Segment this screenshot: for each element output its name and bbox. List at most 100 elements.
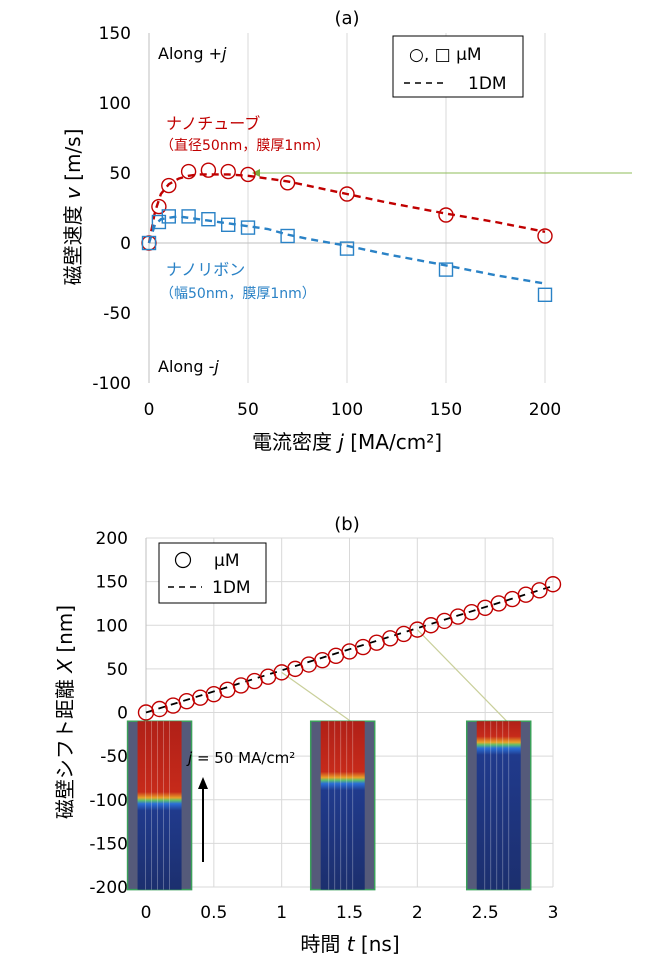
- inset-wire: [137, 721, 182, 890]
- data-point: [178, 692, 195, 710]
- nanoribbon-point: [280, 228, 295, 244]
- x-axis-title: 電流密度 j [MA/cm²]: [252, 430, 442, 454]
- data-point: [436, 612, 453, 630]
- nanoribbon-spec: （幅50nm，膜厚1nm）: [160, 286, 316, 302]
- legend-a: ○, □ μM 1DM: [392, 35, 524, 98]
- x-tick-label: 2.5: [472, 903, 499, 923]
- simulation-inset: [465, 720, 532, 891]
- x-axis-unit: [ns]: [361, 932, 400, 956]
- nanotube-model-curve: [147, 173, 546, 244]
- nanotube-point: [161, 177, 177, 194]
- nanotube-point: [220, 163, 236, 180]
- nanoribbon-model-curve: [147, 215, 546, 285]
- nanotube-point: [339, 186, 355, 202]
- x-tick-label: 2: [412, 903, 423, 923]
- inset-wire: [476, 721, 521, 890]
- y-axis-unit: [nm]: [53, 605, 77, 653]
- y-axis-var: X: [53, 658, 77, 674]
- data-point: [300, 656, 317, 673]
- legend-b: μM 1DM: [158, 542, 267, 604]
- y-axis-title-text: 磁壁速度: [61, 205, 85, 285]
- y-axis-title: 磁壁シフト距離 X [nm]: [53, 605, 77, 819]
- nanotube-point: [537, 228, 553, 244]
- nanoribbon-point: [537, 287, 553, 302]
- nanoribbon-point: [181, 209, 196, 224]
- current-text: = 50 MA/cm²: [192, 749, 295, 767]
- along-plus-text: Along +: [158, 44, 222, 63]
- along-minus-label: Along -j: [158, 357, 219, 376]
- data-point: [449, 608, 467, 625]
- data-point: [327, 647, 345, 664]
- data-point: [164, 697, 182, 714]
- simulation-inset: [309, 720, 376, 891]
- y-tick-label: 0: [120, 234, 131, 254]
- x-tick-label: 100: [331, 400, 363, 420]
- nanotube-point: [151, 198, 167, 215]
- x-tick-label: 1.5: [336, 903, 363, 923]
- data-point: [544, 576, 562, 593]
- y-tick-label: -50: [103, 304, 131, 324]
- x-axis-title-text: 時間: [300, 932, 340, 956]
- nanoribbon-point: [151, 214, 167, 230]
- y-tick-label: 150: [99, 24, 131, 44]
- current-label: j = 50 MA/cm²: [186, 749, 295, 767]
- panel-b-label: (b): [334, 514, 359, 535]
- nanoribbon-point: [339, 241, 355, 256]
- current-var: j: [186, 749, 193, 767]
- x-tick-label: 0.5: [200, 903, 227, 923]
- x-axis-title: 時間 t [ns]: [300, 932, 399, 956]
- nanotube-point: [180, 163, 197, 180]
- x-tick-label: 50: [237, 400, 259, 420]
- y-tick-label: 100: [96, 616, 128, 636]
- simulation-inset: [126, 720, 193, 891]
- x-tick-label: 3: [548, 903, 559, 923]
- panel-a-label: (a): [334, 8, 359, 29]
- y-axis-var: v: [61, 186, 85, 199]
- legend-circle-sample: [174, 551, 192, 569]
- along-minus-text: Along -: [158, 357, 214, 376]
- y-tick-label: -200: [89, 878, 128, 898]
- data-point: [531, 582, 548, 599]
- legend-box: [392, 35, 524, 98]
- y-tick-label: 200: [96, 529, 128, 549]
- y-tick-label: 0: [117, 704, 128, 724]
- nanoribbon-point: [161, 209, 177, 224]
- data-point: [219, 681, 236, 699]
- nanotube-point: [438, 207, 454, 223]
- legend-markers-label: μM: [214, 551, 239, 571]
- legend-line-label: 1DM: [468, 74, 507, 94]
- x-tick-label: 1: [276, 903, 287, 923]
- x-axis-var: t: [347, 932, 356, 956]
- legend-box: [158, 542, 267, 604]
- chart-b: 0 0.5 1 1.5 2 2.5 3 -200 -150 -100 -50 0 50 100 150 200…: [53, 529, 562, 956]
- nanotube-point: [279, 175, 296, 191]
- x-tick-label: 0: [141, 903, 152, 923]
- along-minus-var: j: [212, 357, 219, 376]
- model-line: [145, 585, 554, 714]
- y-tick-label: -150: [89, 834, 128, 854]
- inset-connector: [416, 629, 508, 722]
- pointer-arrow: [252, 169, 260, 177]
- y-tick-label: 150: [96, 573, 128, 593]
- y-tick-label: 100: [99, 94, 131, 114]
- data-point: [192, 689, 209, 706]
- y-tick-label: 50: [109, 164, 131, 184]
- y-tick-label: 50: [106, 660, 128, 680]
- y-tick-label: -50: [100, 747, 128, 767]
- current-arrow-head: [198, 777, 208, 789]
- x-tick-label: 0: [144, 400, 155, 420]
- chart-a: 0 50 100 150 200 -100 -50 0 50 100 150 電流密度 j [MA/c…: [61, 24, 632, 454]
- nanotube-point: [200, 162, 217, 178]
- data-point: [517, 586, 535, 603]
- inset-connector: [281, 671, 352, 722]
- nanoribbon-point: [438, 262, 454, 277]
- legend-line-label: 1DM: [212, 578, 251, 598]
- x-axis-title-text: 電流密度: [252, 430, 332, 454]
- y-tick-label: -100: [92, 374, 131, 394]
- nanotube-label: ナノチューブ: [166, 114, 260, 133]
- y-tick-label: -100: [89, 791, 128, 811]
- x-axis-var: j: [335, 430, 344, 454]
- along-plus-var: j: [220, 44, 227, 63]
- legend-markers-label: ○, □ μM: [409, 45, 482, 65]
